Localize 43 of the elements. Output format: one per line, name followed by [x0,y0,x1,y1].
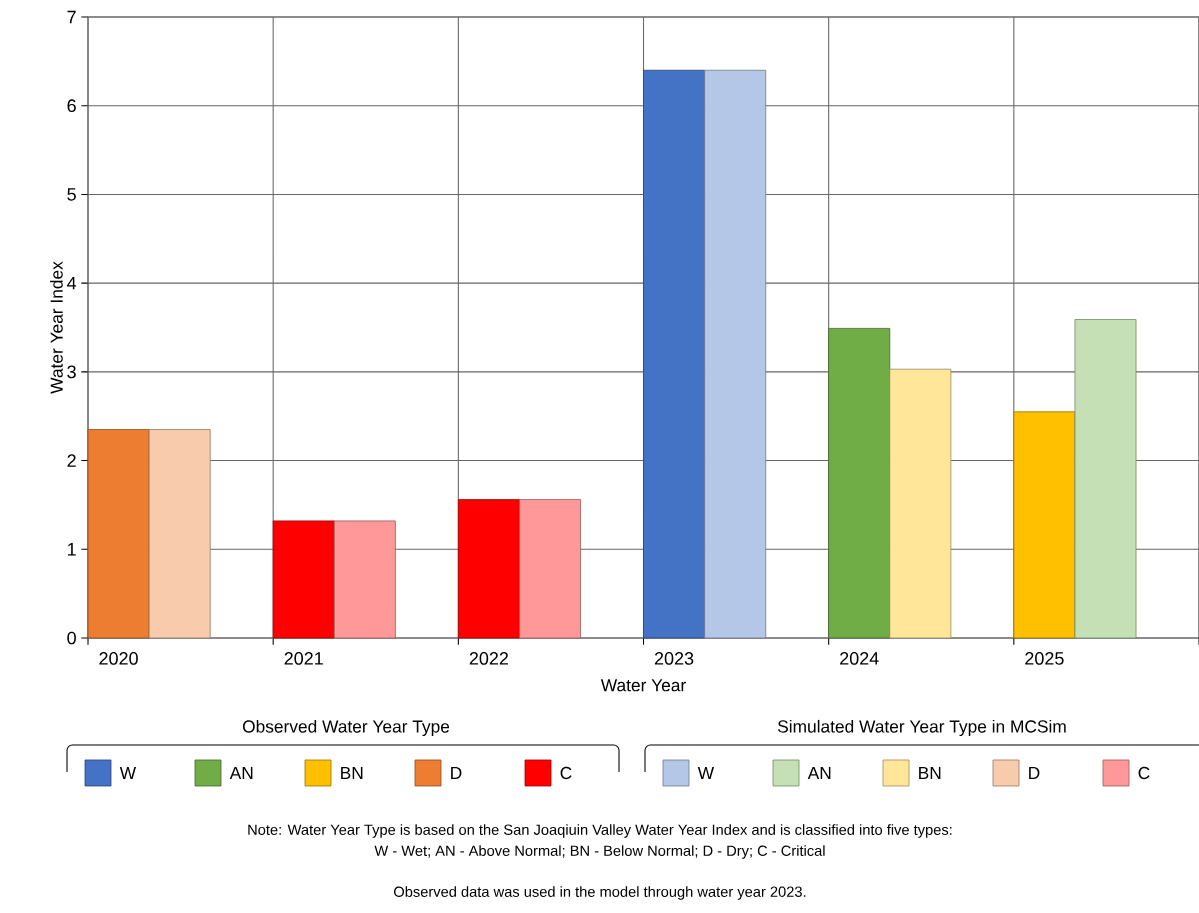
bar [828,327,891,639]
y-tick-label: 7 [67,10,76,24]
x-tick-label: 2022 [469,652,509,665]
x-tick-label: 2025 [1025,652,1064,665]
legend-label: AN [229,767,253,779]
x-tick-label: 2024 [840,652,879,665]
text: Observed Water Year Type [242,719,450,737]
x-axis-title: Water Year [600,679,686,692]
y-tick-label: 5 [67,188,76,201]
y-tick-label: 3 [67,365,76,379]
legend-label: D [1029,767,1040,779]
bar [519,499,581,639]
legend-label: BN [919,767,941,779]
bar [704,69,767,639]
bar [148,429,211,639]
text: Note: Water Year Type is based on the San Joaqiuin Valley Water Year Index and is classified into five types: [248,824,952,838]
bar [1013,411,1076,639]
bar [272,520,335,639]
text: Simulated Water Year Type in MCSim [777,719,1066,737]
bar [457,499,520,639]
text: W - Wet; AN - Above Normal; BN - Below Normal; D - Dry; C - Critical [374,845,825,859]
y-axis-title: Water Year Index [50,261,63,394]
legend-label: AN [807,767,831,779]
legend-label: C [560,766,572,780]
bar [87,429,150,639]
y-tick-label: 6 [67,99,76,113]
legend-label: W [697,767,715,779]
y-tick-label: 4 [67,276,77,290]
legend-label: BN [341,767,363,779]
x-tick-label: 2023 [654,652,694,665]
bar [1074,319,1137,639]
y-tick-label: 0 [67,631,76,645]
x-tick-label: 2021 [284,652,323,665]
y-tick-label: 2 [67,454,76,467]
x-tick-label: 2020 [99,652,138,665]
y-tick-label: 1 [68,543,76,556]
legend-label: D [451,767,462,779]
legend-label: C [1138,766,1150,780]
bar [333,520,396,639]
legend-label: W [119,767,137,779]
bar [889,368,952,639]
bar [643,69,706,639]
text: Observed data was used in the model through water year 2023. [394,886,806,900]
